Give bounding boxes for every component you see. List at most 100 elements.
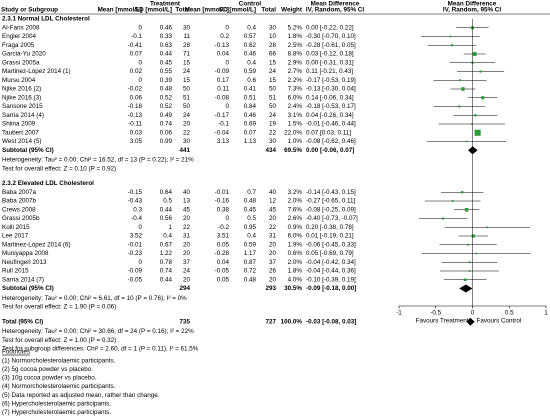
cell: 1.9% xyxy=(288,241,303,248)
column-header: IV, Random, 95% CI xyxy=(443,7,501,14)
note: Test for overall effect: Z = 0.10 (P = 0… xyxy=(2,165,116,172)
effect-square xyxy=(458,105,461,108)
effect-square xyxy=(449,35,452,38)
column-header: Total xyxy=(261,7,276,14)
cell: 0.07 xyxy=(130,51,143,58)
column-header: Weight xyxy=(281,7,303,14)
cell: 24 xyxy=(183,268,191,275)
cell: -0.4 xyxy=(131,215,142,222)
footnote: (2) 5g cocoa powder vs placebo. xyxy=(2,366,93,373)
effect-square xyxy=(486,226,488,229)
footnotes-title: Footnotes xyxy=(2,349,30,356)
cell: -0.17 xyxy=(215,112,230,119)
cell: 0.4 xyxy=(247,233,256,240)
study-name: Neufingerl 2013 xyxy=(2,259,47,266)
study-name: Total (95% CI) xyxy=(2,318,43,325)
cell: 51 xyxy=(269,94,277,101)
cell: 8.8% xyxy=(288,51,303,58)
cell: 7.3% xyxy=(288,86,303,93)
study-name: Sarria 2014 (7) xyxy=(2,276,44,283)
cell: -0.11 xyxy=(128,121,142,128)
cell: -0.05 xyxy=(128,276,143,283)
cell: 3.52 xyxy=(130,233,143,240)
cell: 20 xyxy=(269,215,277,222)
cell: 1.8% xyxy=(288,33,303,40)
cell: 69.5% xyxy=(284,147,302,154)
effect-square xyxy=(481,96,485,100)
tick-label: -0.5 xyxy=(430,310,441,317)
column-header: Mean [mmol/L] xyxy=(98,7,142,14)
column-header: IV, Random, 95% CI xyxy=(306,7,364,14)
footnote: (6) Hypercholesterolaemic participants. xyxy=(2,400,111,407)
group-header: Mean Difference xyxy=(311,1,360,8)
cell: 0.07 [0.03, 0.11] xyxy=(306,129,351,136)
cell: 0.45 xyxy=(244,206,257,213)
cell: 66 xyxy=(269,51,277,58)
column-header: Study or Subgroup xyxy=(1,7,58,14)
footnote: (4) Normorcholesterolaemic participants. xyxy=(2,383,116,390)
effect-square xyxy=(467,243,469,246)
effect-square xyxy=(461,191,464,194)
cell: 0.48 xyxy=(160,86,173,93)
cell: 0.03 [-0.12, 0.18] xyxy=(306,51,354,58)
cell: -0.16 xyxy=(215,198,230,205)
cell: -0.14 [-0.43, 0.15] xyxy=(306,189,356,196)
cell: 2.7% xyxy=(288,68,303,75)
pooled-diamond xyxy=(468,146,478,155)
effect-square xyxy=(464,207,469,212)
effect-square xyxy=(470,123,473,125)
cell: -0.01 xyxy=(128,241,143,248)
cell: -0.28 [-0.61, 0.05] xyxy=(306,42,356,49)
cell: 0.6 xyxy=(247,77,256,84)
cell: 0.4 xyxy=(163,233,172,240)
effect-square xyxy=(474,114,477,117)
cell: 0.64 xyxy=(160,189,173,196)
cell: 0.9% xyxy=(288,224,303,231)
cell: -0.2 xyxy=(218,224,229,231)
cell: 2.9% xyxy=(288,59,303,66)
tick-label: 1 xyxy=(544,310,548,317)
effect-square xyxy=(474,129,481,136)
cell: 0.49 xyxy=(160,112,173,119)
cell: 434 xyxy=(265,147,276,154)
note: Heterogeneity: Tau² = 0.00; Chi² = 6.61,… xyxy=(2,295,187,302)
cell: 24 xyxy=(269,68,277,75)
cell: 0.69 xyxy=(244,121,257,128)
cell: 0 xyxy=(138,24,142,31)
cell: 51 xyxy=(183,94,191,101)
note: Heterogeneity: Tau² = 0.00; Chi² = 16.52… xyxy=(2,157,194,164)
cell: 20 xyxy=(269,241,277,248)
note: Heterogeneity: Tau² = 0.00; Chi² = 30.66… xyxy=(2,328,194,335)
cell: 0.01 [-0.19, 0.21] xyxy=(306,233,354,240)
cell: 0.44 xyxy=(160,51,173,58)
cell: 1.5% xyxy=(288,121,303,128)
cell: 0 xyxy=(138,259,142,266)
cell: 20 xyxy=(183,276,191,283)
cell: 7.6% xyxy=(288,206,303,213)
cell: -0.15 xyxy=(128,189,143,196)
study-name: Grassi 2005b xyxy=(2,215,40,222)
cell: 0.20 [-0.38, 0.78] xyxy=(306,224,354,231)
cell: 294 xyxy=(179,285,190,292)
study-name: Subtotal (95% CI) xyxy=(2,147,54,154)
study-name: Kolli 2015 xyxy=(2,224,30,231)
footnote: (1) Normorcholesterolaemic participants. xyxy=(2,357,116,364)
cell: 31 xyxy=(183,233,191,240)
cell: 0.52 xyxy=(160,103,173,110)
cell: 0.4 xyxy=(247,59,256,66)
cell: -0.13 xyxy=(128,112,143,119)
study-name: Fraga 2005 xyxy=(2,42,35,49)
cell: 24 xyxy=(269,112,277,119)
study-name: Subtotal (95% CI) xyxy=(2,285,54,292)
cell: 0.11 [-0.21, 0.43] xyxy=(306,68,353,75)
study-name: Taubert 2007 xyxy=(2,129,39,136)
cell: 0.04 [-0.26, 0.34] xyxy=(306,112,354,119)
cell: 22 xyxy=(183,129,191,136)
cell: 0.05 [-0.69, 0.79] xyxy=(306,250,354,257)
cell: 1.13 xyxy=(244,138,257,145)
cell: 0.14 [-0.06, 0.34] xyxy=(306,94,354,101)
group-header: Treatment xyxy=(150,1,181,8)
cell: 0.5 xyxy=(247,215,256,222)
favours-left: Favours Treatment xyxy=(416,318,469,325)
cell: 0.39 xyxy=(160,77,173,84)
